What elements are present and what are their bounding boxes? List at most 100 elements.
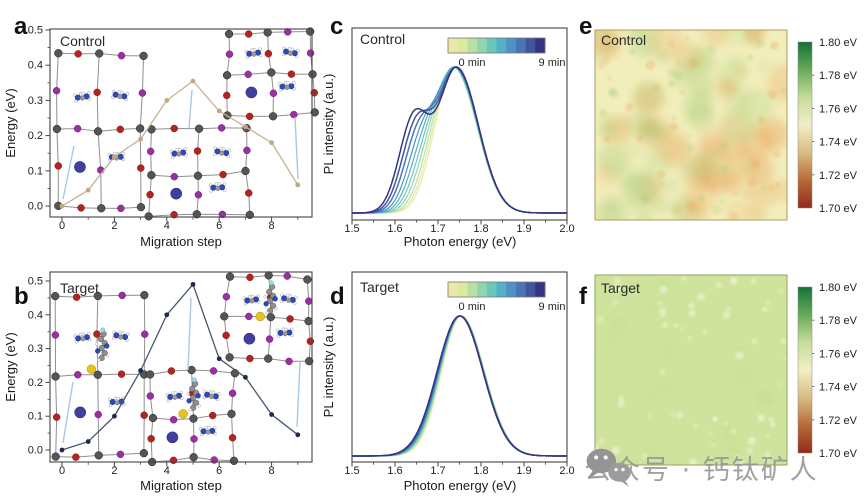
panel-d-colorbar-end-label: 9 min bbox=[539, 301, 566, 313]
panel-b-xlabel: Migration step bbox=[140, 478, 222, 493]
organic-cation-molecule bbox=[244, 47, 263, 59]
tick-label: 0.1 bbox=[28, 165, 43, 177]
pl-curve-0min bbox=[352, 66, 567, 214]
tick-label: 0.2 bbox=[28, 377, 43, 389]
panel-d: 1.5 1.6 1.7 1.8 1.9 2.0 d Target Photon energ… bbox=[321, 271, 575, 493]
pl-curve-5min bbox=[352, 315, 567, 457]
tick-label: 1.74 eV bbox=[819, 137, 858, 149]
organic-cation-molecule bbox=[281, 46, 300, 59]
panel-e-title: Control bbox=[601, 32, 646, 48]
inserted-molecule bbox=[186, 377, 201, 412]
panel-a-xlabel: Migration step bbox=[140, 234, 222, 249]
tick-label: 1.76 eV bbox=[819, 103, 858, 115]
panel-a-letter: a bbox=[14, 13, 28, 40]
panel-b: 0.0 0.1 0.2 0.3 0.4 0.5 0 2 4 6 8 b Target Migrati… bbox=[3, 271, 315, 493]
tick-label: 1.8 bbox=[473, 223, 488, 235]
panel-c-title: Control bbox=[360, 31, 405, 47]
inset-crystal-structure bbox=[222, 27, 319, 121]
axes-frame bbox=[49, 28, 313, 218]
panel-a-plot-area: 0.0 0.1 0.2 0.3 0.4 0.5 0 2 4 6 8 bbox=[28, 25, 319, 232]
tick-label: 0.5 bbox=[28, 25, 43, 37]
pl-curve-3min bbox=[352, 66, 567, 214]
inset-crystal-structure bbox=[52, 49, 148, 213]
tick-label: 1.7 bbox=[430, 465, 445, 477]
organic-cation-molecule bbox=[279, 293, 298, 305]
tick-label: 4 bbox=[164, 220, 170, 232]
time-colorbar bbox=[447, 281, 546, 298]
tick-label: 1.5 bbox=[344, 223, 359, 235]
panel-d-plot-area: 1.5 1.6 1.7 1.8 1.9 2.0 bbox=[344, 271, 575, 477]
panel-b-letter: b bbox=[14, 283, 29, 310]
tick-label: 1.72 eV bbox=[819, 170, 858, 182]
panel-a-title: Control bbox=[60, 33, 105, 49]
pl-curve-0min bbox=[352, 315, 567, 457]
tick-label: 1.7 bbox=[430, 223, 445, 235]
pl-curve-7min bbox=[352, 315, 567, 457]
tick-label: 0.4 bbox=[28, 60, 43, 72]
data-markers bbox=[59, 78, 301, 209]
pl-curve-2min bbox=[352, 66, 567, 214]
panel-f-map-area: 1.80 eV 1.78 eV 1.76 eV 1.74 eV 1.72 eV 1.70 … bbox=[594, 274, 858, 466]
panel-d-letter: d bbox=[330, 283, 345, 310]
inset-crystal-structure bbox=[145, 365, 240, 467]
organic-cation-molecule bbox=[242, 294, 261, 306]
panel-c-letter: c bbox=[330, 13, 343, 40]
pl-curve-1min bbox=[352, 315, 567, 457]
energy-colorbar: 1.80 eV 1.78 eV 1.76 eV 1.74 eV 1.72 eV 1.70 … bbox=[797, 37, 858, 215]
organic-cation-molecule bbox=[111, 89, 130, 102]
panel-b-plot-area: 0.0 0.1 0.2 0.3 0.4 0.5 0 2 4 6 8 bbox=[28, 271, 315, 477]
panel-d-xlabel: Photon energy (eV) bbox=[404, 478, 517, 493]
tick-label: 2 bbox=[111, 465, 117, 477]
inset-crystal-structure bbox=[220, 271, 315, 366]
pl-curve-1min bbox=[352, 66, 567, 214]
panel-f-title: Target bbox=[601, 280, 640, 296]
tick-label: 0 bbox=[59, 465, 65, 477]
panel-d-ylabel: PL intensity (a.u.) bbox=[321, 317, 336, 418]
inserted-molecule bbox=[263, 280, 278, 315]
pl-curve-9min bbox=[352, 66, 567, 214]
tick-label: 0.0 bbox=[28, 201, 43, 213]
tick-label: 1.8 bbox=[473, 465, 488, 477]
tick-label: 1.72 eV bbox=[819, 415, 858, 427]
tick-label: 0.3 bbox=[28, 343, 43, 355]
pl-spectra-curves bbox=[352, 66, 567, 214]
pl-curve-8min bbox=[352, 66, 567, 214]
organic-cation-molecule bbox=[165, 390, 184, 403]
axes-frame bbox=[49, 271, 313, 463]
tick-label: 0.1 bbox=[28, 411, 43, 423]
panel-b-ylabel: Energy (eV) bbox=[3, 332, 18, 401]
panel-c-colorbar-end-label: 9 min bbox=[539, 57, 566, 69]
energy-colorbar: 1.80 eV 1.78 eV 1.76 eV 1.74 eV 1.72 eV 1.70 … bbox=[797, 282, 858, 460]
inserted-molecule bbox=[95, 327, 110, 362]
map-frame bbox=[594, 274, 788, 466]
time-colorbar bbox=[447, 37, 546, 54]
tick-label: 8 bbox=[269, 220, 275, 232]
tick-label: 1.74 eV bbox=[819, 382, 858, 394]
pl-curve-4min bbox=[352, 315, 567, 457]
organic-cation-molecule bbox=[208, 182, 227, 193]
panel-d-title: Target bbox=[360, 279, 399, 295]
panel-c-colorbar-start-label: 0 min bbox=[459, 57, 486, 69]
organic-cation-molecule bbox=[73, 332, 92, 344]
tick-label: 1.80 eV bbox=[819, 282, 858, 294]
tick-label: 6 bbox=[216, 220, 222, 232]
inset-crystal-structure bbox=[144, 124, 254, 221]
pl-curve-8min bbox=[352, 315, 567, 457]
panel-f-letter: f bbox=[579, 283, 588, 310]
pl-curve-9min bbox=[352, 315, 567, 457]
tick-label: 1.80 eV bbox=[819, 37, 858, 49]
tick-label: 6 bbox=[216, 465, 222, 477]
data-markers bbox=[59, 281, 301, 453]
panel-a-ylabel: Energy (eV) bbox=[3, 88, 18, 157]
pl-curve-2min bbox=[352, 315, 567, 457]
pl-curve-5min bbox=[352, 66, 567, 214]
panel-e: 1.80 eV 1.78 eV 1.76 eV 1.74 eV 1.72 eV 1.70 … bbox=[579, 13, 858, 221]
organic-cation-molecule bbox=[111, 330, 130, 342]
tick-label: 1.70 eV bbox=[819, 448, 858, 460]
panel-b-title: Target bbox=[60, 280, 99, 296]
tick-label: 0 bbox=[59, 220, 65, 232]
tick-label: 1.78 eV bbox=[819, 70, 858, 82]
tick-label: 1.6 bbox=[387, 465, 402, 477]
organic-cation-molecule bbox=[202, 389, 221, 402]
panel-c: 1.5 1.6 1.7 1.8 1.9 2.0 c Control Photon ener… bbox=[321, 13, 575, 249]
